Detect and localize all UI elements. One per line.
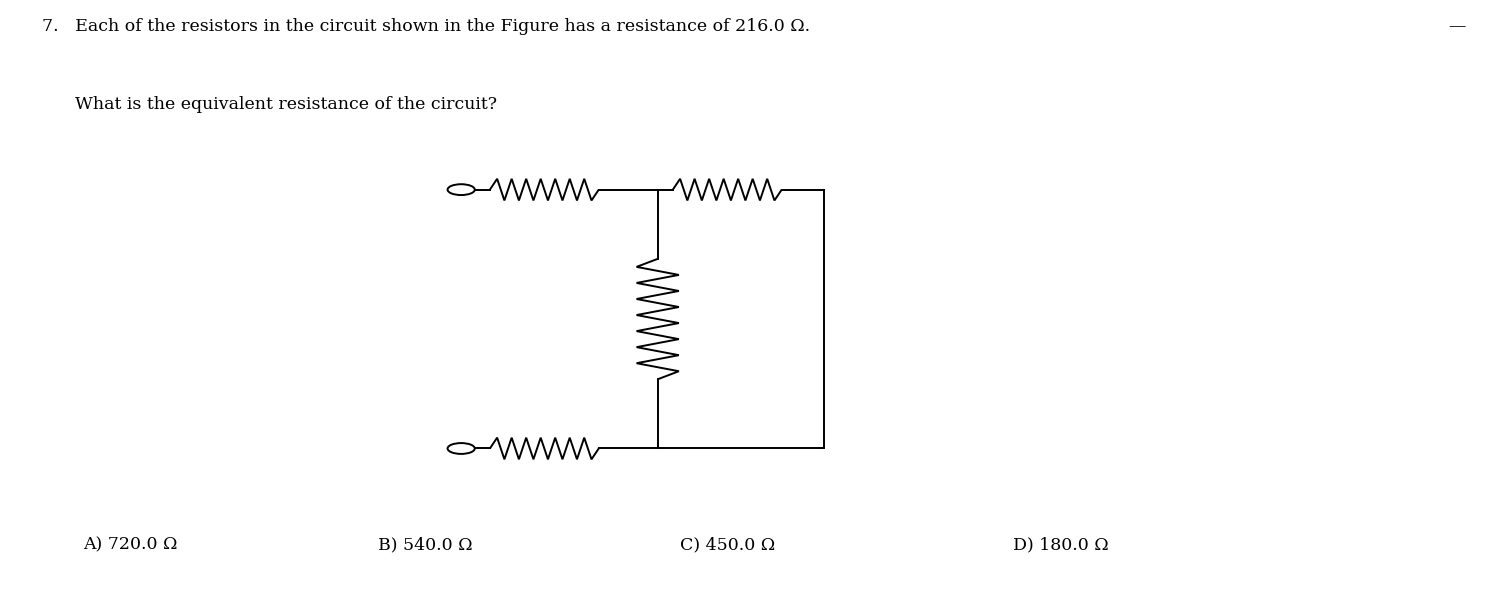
Text: B) 540.0 Ω: B) 540.0 Ω (378, 537, 472, 554)
Text: C) 450.0 Ω: C) 450.0 Ω (680, 537, 776, 554)
Text: What is the equivalent resistance of the circuit?: What is the equivalent resistance of the… (42, 96, 497, 113)
Text: A) 720.0 Ω: A) 720.0 Ω (83, 537, 177, 554)
Text: —: — (1448, 18, 1465, 35)
Text: D) 180.0 Ω: D) 180.0 Ω (1013, 537, 1108, 554)
Text: 7.   Each of the resistors in the circuit shown in the Figure has a resistance o: 7. Each of the resistors in the circuit … (42, 18, 810, 35)
